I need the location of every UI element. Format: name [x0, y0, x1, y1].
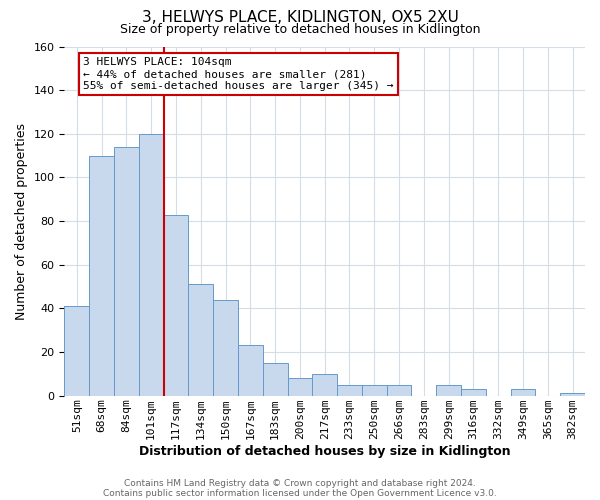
Bar	[114, 147, 139, 396]
Bar	[238, 346, 263, 396]
Text: 3 HELWYS PLACE: 104sqm
← 44% of detached houses are smaller (281)
55% of semi-de: 3 HELWYS PLACE: 104sqm ← 44% of detached…	[83, 58, 394, 90]
Bar	[313, 374, 337, 396]
Bar	[362, 385, 386, 396]
Bar	[386, 385, 412, 396]
Bar	[560, 394, 585, 396]
Bar	[164, 214, 188, 396]
Bar	[511, 389, 535, 396]
Bar	[188, 284, 213, 396]
Bar	[213, 300, 238, 396]
X-axis label: Distribution of detached houses by size in Kidlington: Distribution of detached houses by size …	[139, 444, 511, 458]
Bar	[461, 389, 486, 396]
Text: 3, HELWYS PLACE, KIDLINGTON, OX5 2XU: 3, HELWYS PLACE, KIDLINGTON, OX5 2XU	[142, 10, 458, 25]
Bar	[89, 156, 114, 396]
Bar	[64, 306, 89, 396]
Text: Size of property relative to detached houses in Kidlington: Size of property relative to detached ho…	[120, 22, 480, 36]
Bar	[263, 363, 287, 396]
Bar	[436, 385, 461, 396]
Text: Contains HM Land Registry data © Crown copyright and database right 2024.: Contains HM Land Registry data © Crown c…	[124, 478, 476, 488]
Bar	[337, 385, 362, 396]
Bar	[287, 378, 313, 396]
Text: Contains public sector information licensed under the Open Government Licence v3: Contains public sector information licen…	[103, 488, 497, 498]
Y-axis label: Number of detached properties: Number of detached properties	[15, 122, 28, 320]
Bar	[139, 134, 164, 396]
